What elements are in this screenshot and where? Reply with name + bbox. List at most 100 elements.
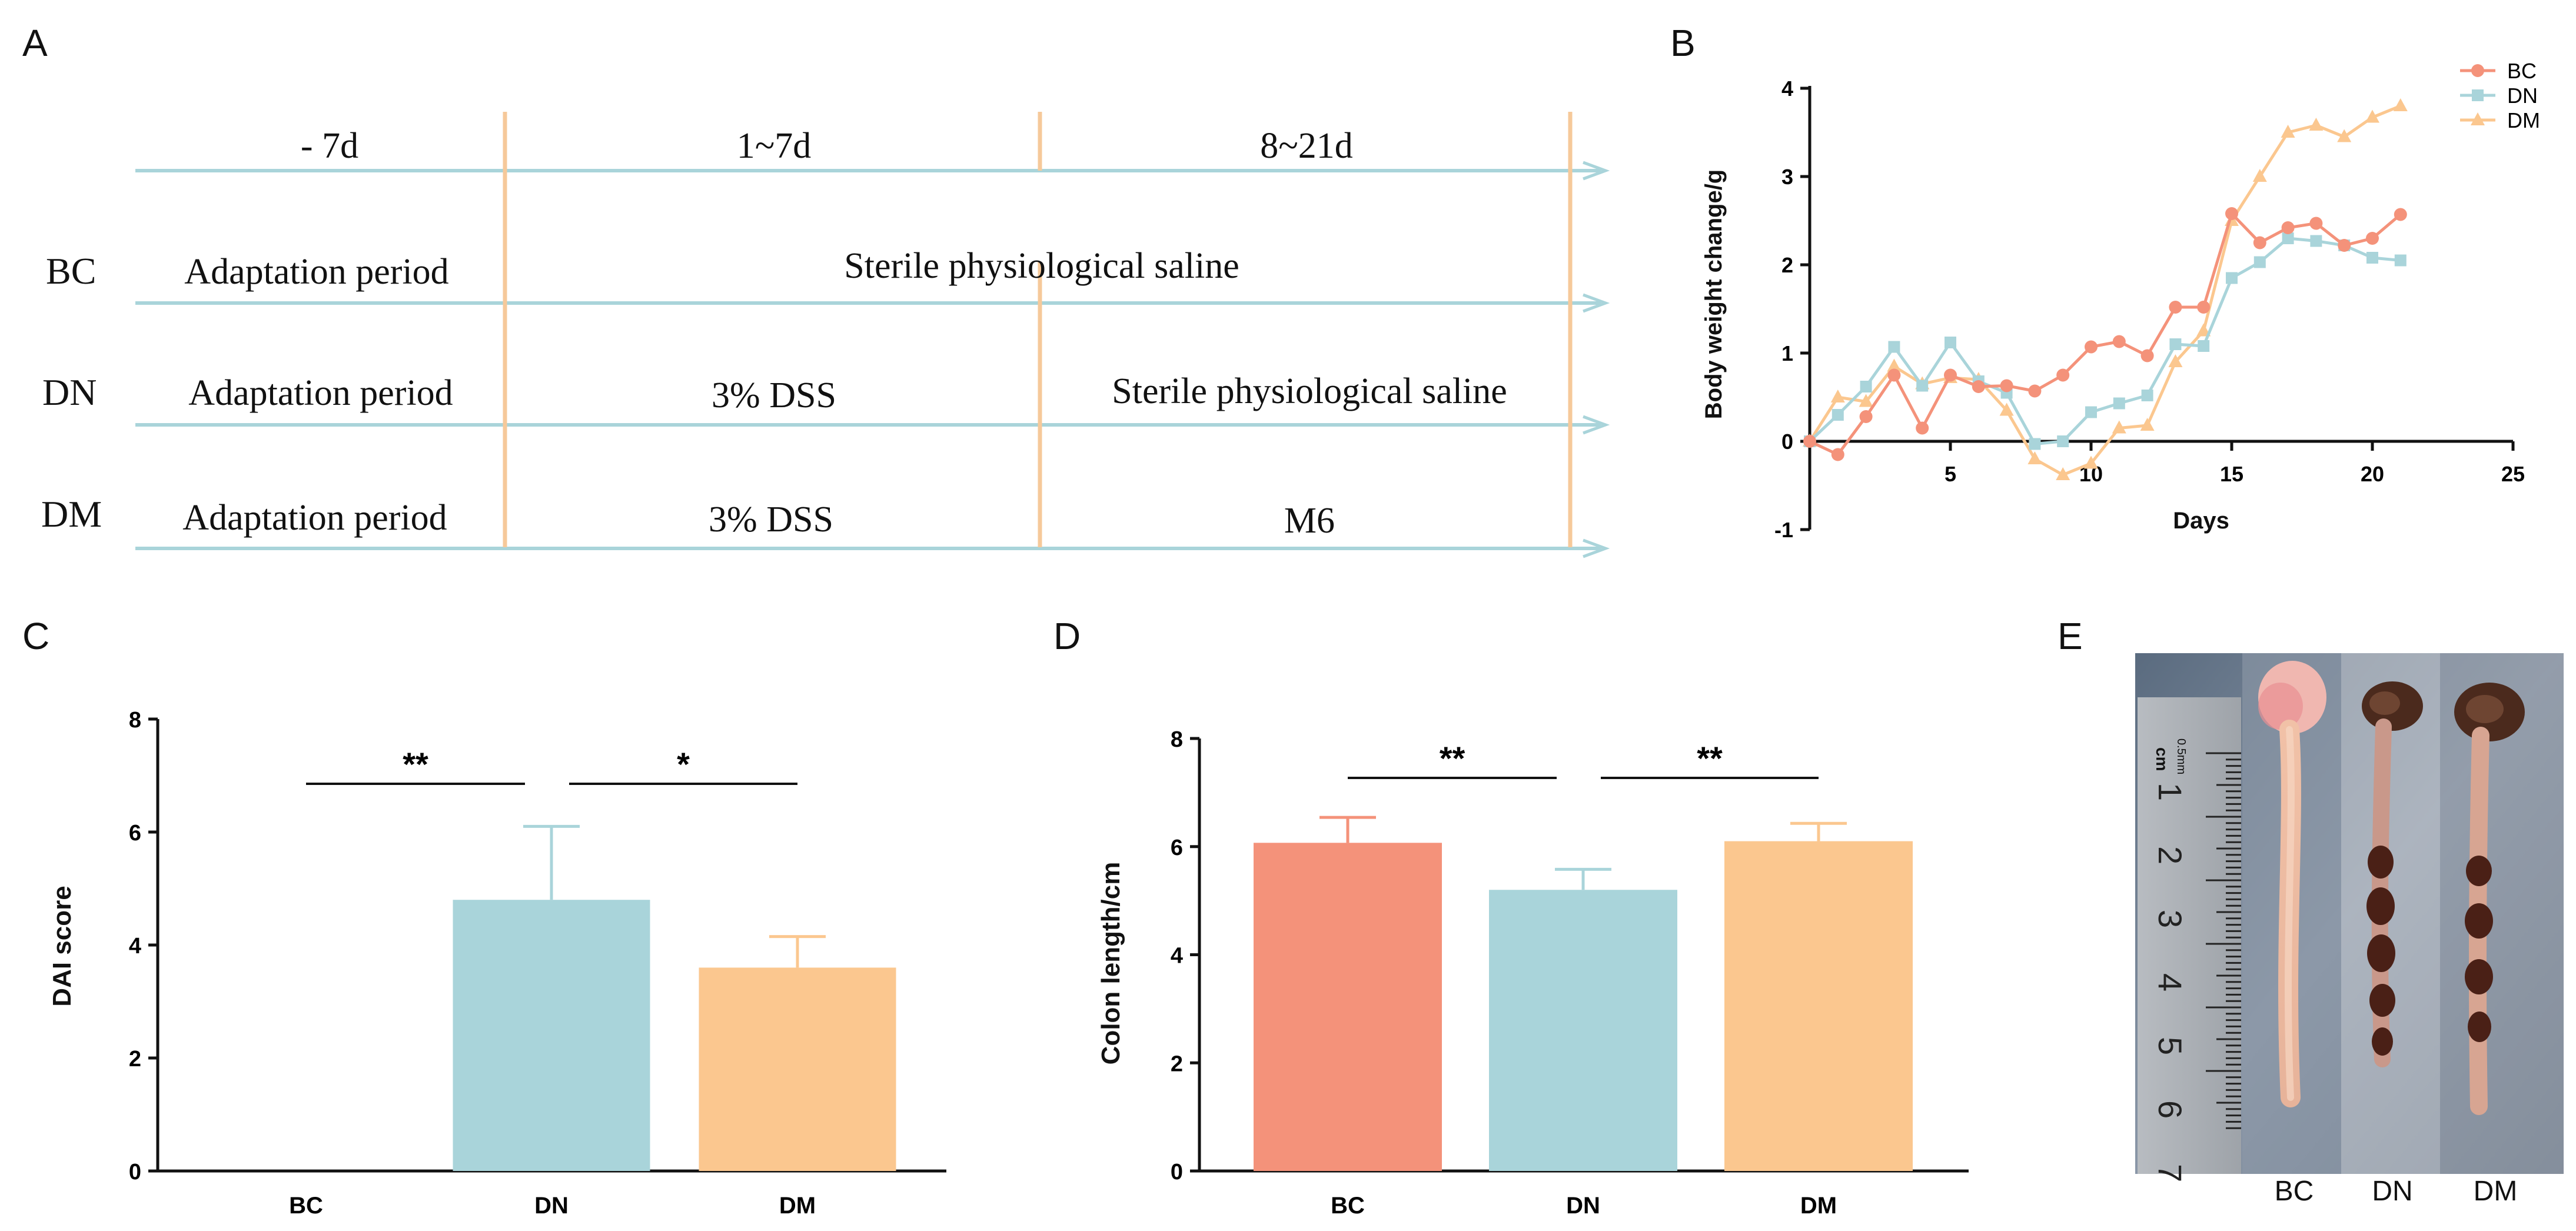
group-label-dm: DM xyxy=(41,493,102,535)
y-tick-label--1: -1 xyxy=(1774,518,1793,542)
bar-dn xyxy=(1489,890,1677,1171)
photo-bg-dm xyxy=(2440,653,2564,1174)
y-tick-label-2: 2 xyxy=(1781,253,1793,277)
point-dm-8 xyxy=(2027,451,2042,464)
cell-bc-adaptation: Adaptation period xyxy=(184,252,448,292)
panel-letter-d: D xyxy=(1053,615,1081,657)
y-tick-label-4: 4 xyxy=(129,934,141,959)
ruler xyxy=(2138,697,2241,1174)
point-dn-13 xyxy=(2169,338,2182,350)
timeline-panel: - 7d 1~7d 8~21d BC Adaptation period Ste… xyxy=(41,112,1610,558)
y-tick-label-1: 1 xyxy=(1781,341,1793,365)
timeline-arrowhead-3 xyxy=(1583,538,1610,558)
dai-y-label: DAI score xyxy=(48,886,77,1006)
timeline-arrowhead-2 xyxy=(1583,415,1610,435)
y-tick-label-3: 3 xyxy=(1781,165,1793,189)
y-tick-label-6: 6 xyxy=(129,821,141,846)
point-dn-10 xyxy=(2085,406,2097,418)
point-dm-11 xyxy=(2112,420,2126,434)
bar-dn xyxy=(453,900,650,1171)
point-dm-17 xyxy=(2281,125,2295,138)
point-bc-9 xyxy=(2056,368,2070,382)
bar-chart-colon-length: 0 2 4 6 8 BC DN DM ** ** Colon length/cm xyxy=(1096,727,1969,1219)
point-dm-16 xyxy=(2252,169,2267,182)
point-bc-20 xyxy=(2366,232,2379,245)
point-dm-20 xyxy=(2365,109,2379,123)
cell-dn-adaptation: Adaptation period xyxy=(188,373,453,413)
legend-label-dn: DN xyxy=(2507,84,2538,108)
series-line-dm xyxy=(1808,104,2401,477)
timeline-arrowhead-0 xyxy=(1583,161,1610,181)
colon-dn xyxy=(2362,681,2423,1067)
cell-dn-saline: Sterile physiological saline xyxy=(1112,371,1507,411)
ruler-ticks: 1 2 3 4 5 6 7 xyxy=(2152,752,2241,1182)
point-dn-15 xyxy=(2226,272,2238,284)
colon-y-label: Colon length/cm xyxy=(1096,862,1125,1065)
point-bc-15 xyxy=(2225,207,2238,220)
significance-label-1: ** xyxy=(1697,740,1723,777)
point-bc-8 xyxy=(2028,384,2042,398)
panel-letter-a: A xyxy=(22,22,48,64)
y-tick-label-0: 0 xyxy=(129,1160,141,1185)
point-dn-8 xyxy=(2029,438,2041,450)
point-dm-18 xyxy=(2309,118,2324,131)
point-dn-2 xyxy=(1860,381,1872,392)
point-dn-16 xyxy=(2253,256,2266,268)
point-dm-19 xyxy=(2337,129,2352,142)
point-bc-16 xyxy=(2253,236,2266,249)
point-dn-4 xyxy=(1916,380,1929,392)
point-dn-12 xyxy=(2141,390,2153,401)
y-tick-label-2: 2 xyxy=(129,1047,141,1072)
bar-bc xyxy=(1254,843,1442,1171)
phase-label-dss: 1~7d xyxy=(737,126,812,166)
y-tick-label-4: 4 xyxy=(1781,76,1793,101)
point-dn-20 xyxy=(2366,252,2378,264)
y-tick-label-2: 2 xyxy=(1171,1052,1183,1076)
x-tick-label-bc: BC xyxy=(1331,1193,1365,1219)
legend-marker-bc xyxy=(2471,64,2484,77)
point-bc-2 xyxy=(1859,410,1873,423)
bar-dm xyxy=(1724,841,1913,1171)
x-tick-label-15: 15 xyxy=(2220,462,2243,486)
timeline-dividers xyxy=(503,112,1573,547)
point-bc-12 xyxy=(2140,349,2154,362)
ruler-number-2: 2 xyxy=(2152,846,2189,864)
point-bc-6 xyxy=(1972,380,1985,393)
ruler-number-1: 1 xyxy=(2152,783,2189,801)
point-dm-21 xyxy=(2393,98,2408,111)
point-dn-14 xyxy=(2198,340,2210,352)
point-dn-21 xyxy=(2394,254,2407,267)
ruler-number-6: 6 xyxy=(2152,1100,2189,1119)
panel-letter-e: E xyxy=(2058,615,2083,657)
point-bc-21 xyxy=(2394,208,2407,221)
point-dm-10 xyxy=(2084,455,2098,469)
point-dn-3 xyxy=(1888,341,1900,353)
photo-label-dn: DN xyxy=(2372,1176,2412,1207)
ruler-number-5: 5 xyxy=(2152,1037,2189,1055)
point-dn-18 xyxy=(2310,235,2322,247)
significance-label-0: ** xyxy=(403,746,428,783)
point-bc-18 xyxy=(2309,217,2323,230)
y-tick-label-0: 0 xyxy=(1171,1160,1183,1185)
series-line-bc xyxy=(1809,211,2402,457)
phase-label-treatment: 8~21d xyxy=(1260,126,1353,166)
series-line-dn xyxy=(1809,237,2401,446)
colon-dm xyxy=(2454,683,2525,1115)
x-tick-label-dm: DM xyxy=(1800,1193,1837,1219)
significance-label-1: * xyxy=(677,746,690,783)
legend-marker-dm xyxy=(2471,112,2485,125)
point-dm-13 xyxy=(2168,354,2183,367)
point-bc-19 xyxy=(2338,239,2351,252)
point-dm-7 xyxy=(1999,402,2014,416)
legend-label-dm: DM xyxy=(2507,108,2540,132)
point-dm-2 xyxy=(1859,394,1873,407)
ruler-number-3: 3 xyxy=(2152,910,2189,928)
photo-label-bc: BC xyxy=(2275,1176,2314,1207)
point-bc-0 xyxy=(1803,435,1816,448)
line-chart-y-label: Body weight change/g xyxy=(1701,169,1727,419)
point-dn-9 xyxy=(2057,435,2069,447)
point-bc-1 xyxy=(1831,448,1844,461)
